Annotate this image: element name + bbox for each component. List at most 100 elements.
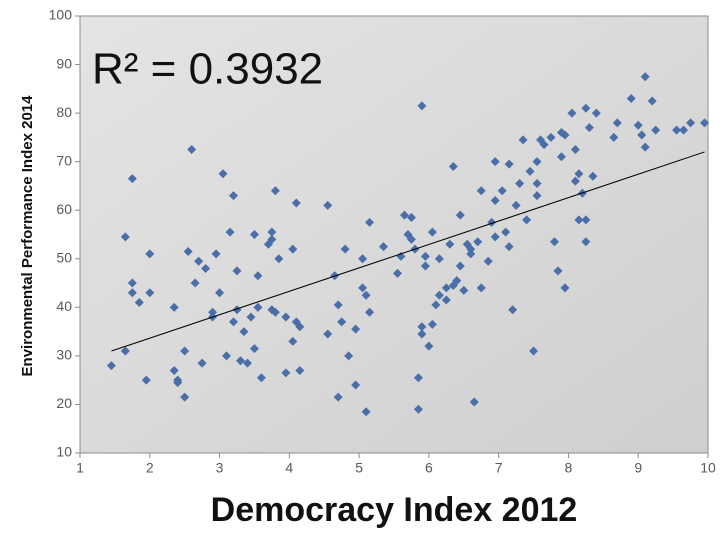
y-tick-label: 80 <box>56 104 72 120</box>
point <box>333 392 343 402</box>
point <box>501 227 511 237</box>
point <box>340 244 350 254</box>
point <box>441 295 451 305</box>
point <box>267 227 277 237</box>
point <box>445 239 455 249</box>
point <box>469 397 479 407</box>
point <box>431 300 441 310</box>
point <box>560 130 570 140</box>
point <box>288 244 298 254</box>
point <box>337 317 347 327</box>
point <box>434 254 444 264</box>
y-tick-label: 10 <box>56 444 72 460</box>
point <box>323 200 333 210</box>
point <box>127 278 137 288</box>
x-tick-label: 6 <box>425 460 433 476</box>
point <box>173 378 183 388</box>
point <box>455 261 465 271</box>
point <box>574 215 584 225</box>
point <box>466 249 476 259</box>
point <box>490 196 500 206</box>
point <box>584 123 594 133</box>
y-tick-label: 50 <box>56 249 72 265</box>
x-tick-label: 5 <box>355 460 363 476</box>
point <box>351 380 361 390</box>
point <box>187 145 197 155</box>
point <box>532 179 542 189</box>
point <box>211 249 221 259</box>
point <box>581 215 591 225</box>
point <box>365 217 375 227</box>
point <box>553 266 563 276</box>
point <box>441 283 451 293</box>
point <box>473 237 483 247</box>
point <box>295 322 305 332</box>
point <box>249 344 259 354</box>
point <box>270 307 280 317</box>
point <box>511 200 521 210</box>
x-tick-label: 10 <box>700 460 716 476</box>
x-tick-label: 4 <box>285 460 293 476</box>
point <box>361 290 371 300</box>
point <box>574 169 584 179</box>
point <box>242 358 252 368</box>
point <box>253 302 263 312</box>
point <box>249 230 259 239</box>
y-tick-label: 30 <box>56 347 72 363</box>
point <box>417 329 427 339</box>
point <box>239 327 249 337</box>
point <box>169 302 179 312</box>
point <box>127 174 137 184</box>
point <box>686 118 696 128</box>
x-tick-label: 9 <box>634 460 642 476</box>
point <box>508 305 518 315</box>
point <box>672 125 682 135</box>
point <box>281 312 291 322</box>
point <box>190 278 200 288</box>
point <box>560 283 570 293</box>
point <box>106 361 116 371</box>
y-tick-label: 100 <box>49 7 73 23</box>
point <box>215 288 225 298</box>
point <box>651 125 661 135</box>
point <box>358 254 368 264</box>
y-tick-label: 20 <box>56 395 72 411</box>
point <box>351 324 361 334</box>
point <box>525 166 535 176</box>
point <box>647 96 657 106</box>
point <box>556 152 566 162</box>
trendline <box>111 151 705 352</box>
point <box>546 132 556 142</box>
point <box>399 210 409 220</box>
point <box>288 336 298 346</box>
point <box>379 242 389 252</box>
point <box>434 290 444 300</box>
point <box>459 285 469 295</box>
y-axis-label: Environmental Performance Index 2014 <box>19 95 36 377</box>
x-tick-label: 3 <box>216 460 224 476</box>
point <box>256 373 266 383</box>
point <box>549 237 559 247</box>
plot-area <box>79 15 709 454</box>
point <box>504 159 514 169</box>
point <box>183 246 193 256</box>
point <box>452 276 462 286</box>
point <box>466 244 476 254</box>
point <box>633 120 643 130</box>
point <box>246 312 256 322</box>
point <box>612 118 622 128</box>
point <box>141 375 151 385</box>
point <box>515 179 525 189</box>
point <box>640 142 650 152</box>
point <box>476 186 486 196</box>
point <box>427 319 437 329</box>
point <box>222 351 232 361</box>
point <box>323 329 333 339</box>
point <box>180 392 190 402</box>
x-tick-label: 2 <box>146 460 154 476</box>
point <box>522 215 532 225</box>
point <box>581 103 591 113</box>
point <box>235 356 245 366</box>
point <box>640 72 650 82</box>
